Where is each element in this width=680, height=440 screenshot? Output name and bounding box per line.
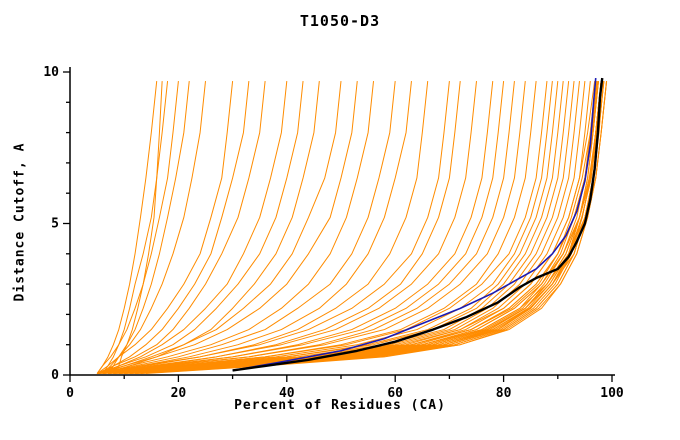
- svg-text:5: 5: [51, 217, 59, 232]
- svg-text:0: 0: [66, 386, 74, 401]
- svg-text:10: 10: [43, 65, 59, 80]
- svg-text:100: 100: [600, 386, 624, 401]
- svg-text:80: 80: [496, 386, 512, 401]
- svg-text:60: 60: [387, 386, 403, 401]
- x-axis-title: Percent of Residues (CA): [234, 398, 446, 413]
- y-axis-title: Distance Cutoff, A: [12, 142, 28, 302]
- svg-text:20: 20: [171, 386, 187, 401]
- svg-text:40: 40: [279, 386, 295, 401]
- chart-title: T1050-D3: [299, 12, 381, 30]
- svg-text:0: 0: [51, 368, 59, 383]
